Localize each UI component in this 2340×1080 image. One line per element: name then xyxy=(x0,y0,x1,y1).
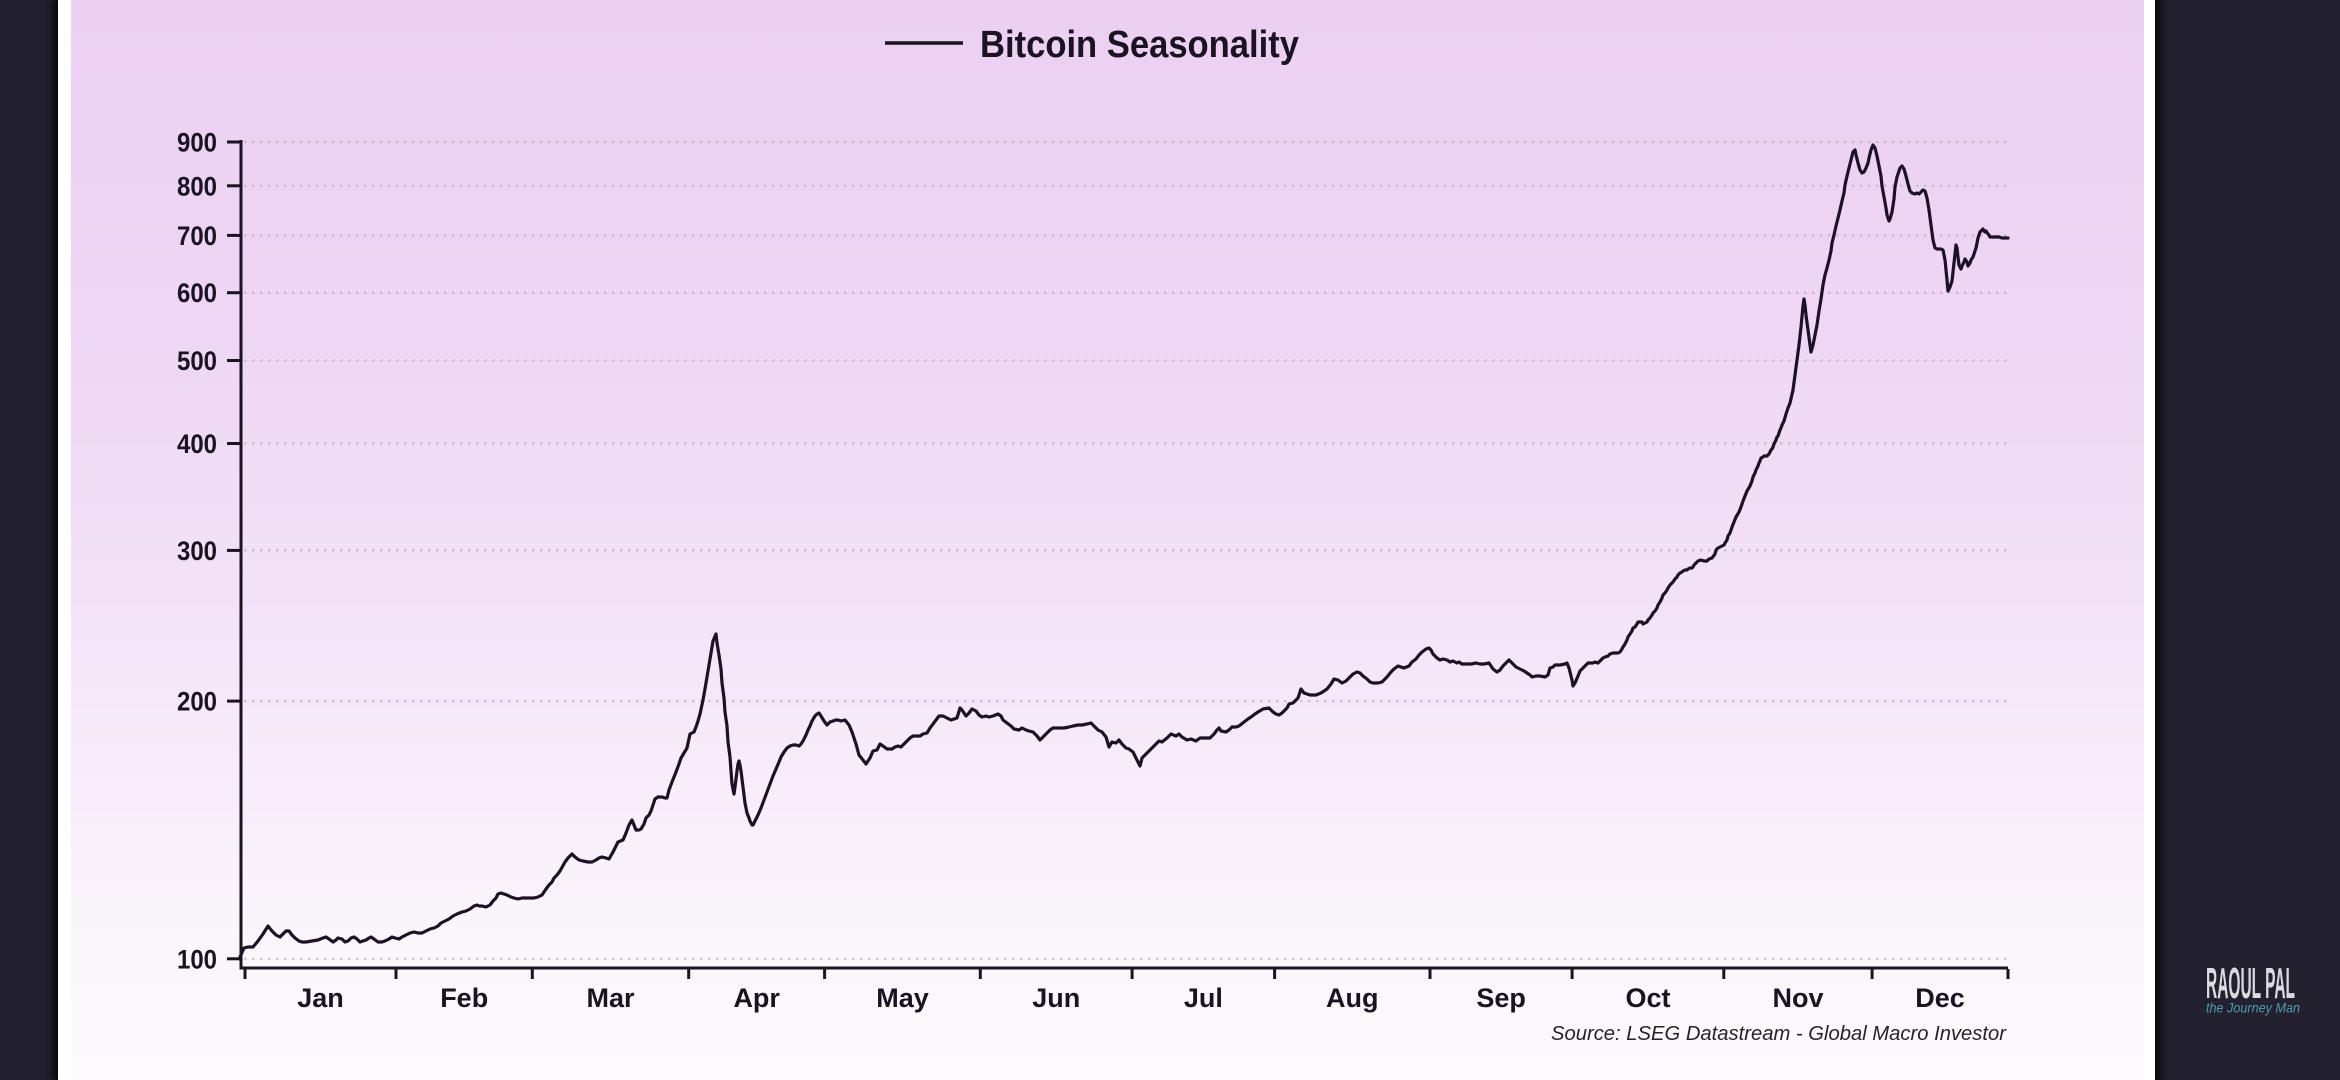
svg-text:Jun: Jun xyxy=(1032,983,1080,1013)
svg-text:Apr: Apr xyxy=(733,983,780,1013)
svg-text:700: 700 xyxy=(177,221,217,251)
svg-text:Oct: Oct xyxy=(1625,983,1670,1013)
svg-text:Sep: Sep xyxy=(1476,983,1526,1013)
svg-text:500: 500 xyxy=(177,346,217,376)
svg-text:400: 400 xyxy=(177,429,217,459)
svg-text:200: 200 xyxy=(177,687,217,717)
svg-text:Mar: Mar xyxy=(586,983,635,1013)
svg-text:May: May xyxy=(876,983,929,1013)
svg-text:300: 300 xyxy=(177,536,217,566)
svg-text:800: 800 xyxy=(177,171,217,201)
svg-text:Bitcoin Seasonality: Bitcoin Seasonality xyxy=(980,24,1299,66)
svg-text:Source: LSEG Datastream - Glob: Source: LSEG Datastream - Global Macro I… xyxy=(1551,1022,2007,1045)
svg-text:600: 600 xyxy=(177,278,217,308)
svg-text:Jan: Jan xyxy=(297,983,344,1013)
svg-text:900: 900 xyxy=(177,128,217,158)
svg-text:100: 100 xyxy=(177,944,217,974)
svg-text:Dec: Dec xyxy=(1915,983,1965,1013)
svg-text:Feb: Feb xyxy=(440,983,488,1013)
svg-text:Nov: Nov xyxy=(1772,983,1823,1013)
svg-text:RAOUL PAL: RAOUL PAL xyxy=(2206,958,2295,1007)
svg-text:the Journey Man: the Journey Man xyxy=(2206,1000,2300,1016)
svg-text:Jul: Jul xyxy=(1184,983,1223,1013)
svg-text:Aug: Aug xyxy=(1326,983,1378,1013)
